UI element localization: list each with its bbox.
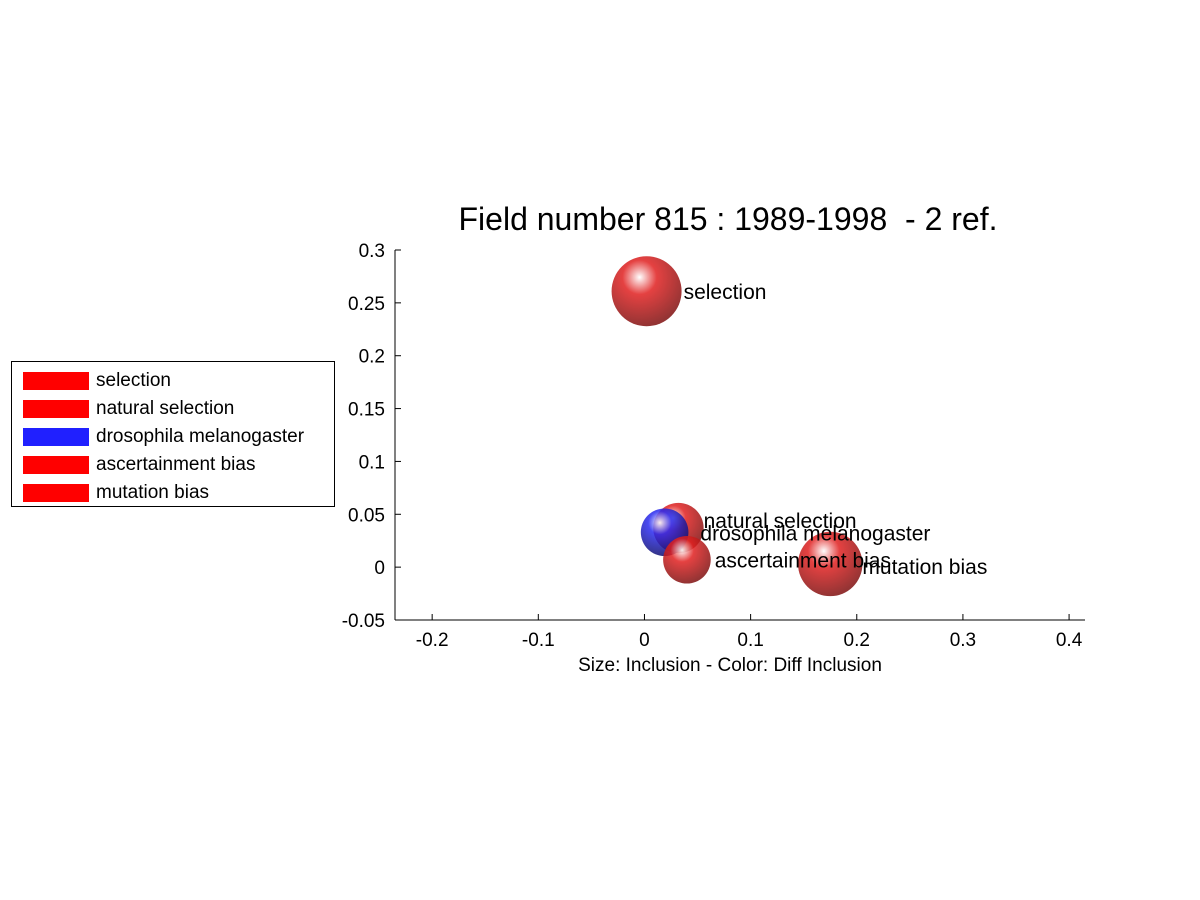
- legend-label: ascertainment bias: [96, 454, 256, 475]
- x-tick-label: 0.1: [737, 630, 763, 651]
- legend-swatch: [23, 400, 89, 418]
- point-label-natural-selection: natural selection: [704, 510, 857, 533]
- point-label-drosophila-melanogaster: drosophila melanogaster: [700, 522, 930, 545]
- y-tick-label: 0.1: [359, 452, 385, 473]
- legend-swatch: [23, 456, 89, 474]
- x-axis-label: Size: Inclusion - Color: Diff Inclusion: [578, 655, 882, 676]
- point-selection: [611, 256, 682, 327]
- x-tick-label: 0.3: [950, 630, 976, 651]
- point-mutation-bias: [798, 531, 863, 597]
- point-label-ascertainment-bias: ascertainment bias: [715, 550, 891, 573]
- x-tick-label: -0.1: [522, 630, 555, 651]
- x-tick-label: 0.4: [1056, 630, 1083, 651]
- legend-item: drosophila melanogaster: [23, 426, 305, 447]
- y-tick-label: -0.05: [342, 611, 385, 632]
- point-ascertainment-bias: [663, 535, 711, 584]
- legend-swatch: [23, 484, 89, 502]
- legend-swatch: [23, 372, 89, 390]
- legend-item: mutation bias: [23, 482, 210, 503]
- x-tick-label: -0.2: [416, 630, 449, 651]
- y-tick-label: 0.25: [348, 294, 385, 315]
- legend-swatch: [23, 428, 89, 446]
- y-tick-label: 0: [374, 558, 385, 579]
- point-label-mutation-bias: mutation bias: [862, 556, 987, 579]
- y-tick-label: 0.05: [348, 505, 385, 526]
- legend-label: drosophila melanogaster: [96, 426, 305, 447]
- x-tick-label: 0: [639, 630, 650, 651]
- point-label-selection: selection: [684, 281, 767, 304]
- data-points: [611, 256, 863, 597]
- legend-item: natural selection: [23, 398, 235, 419]
- x-tick-label: 0.2: [844, 630, 870, 651]
- legend-item: ascertainment bias: [23, 454, 256, 475]
- y-tick-label: 0.15: [348, 400, 385, 421]
- legend-label: selection: [96, 370, 171, 391]
- plot-axes: -0.2 -0.1 0 0.1 0.2 0.3 0.4 -0.05 0 0.05 0.1 0.15 0.…: [342, 241, 1085, 651]
- chart-title: Field number 815 : 1989-1998 - 2 ref.: [459, 201, 998, 237]
- y-tick-label: 0.3: [359, 241, 385, 262]
- legend-item: selection: [23, 370, 171, 391]
- y-tick-label: 0.2: [359, 347, 385, 368]
- legend-label: natural selection: [96, 398, 235, 419]
- legend: selection natural selection drosophila mel…: [11, 361, 335, 507]
- legend-label: mutation bias: [96, 482, 210, 503]
